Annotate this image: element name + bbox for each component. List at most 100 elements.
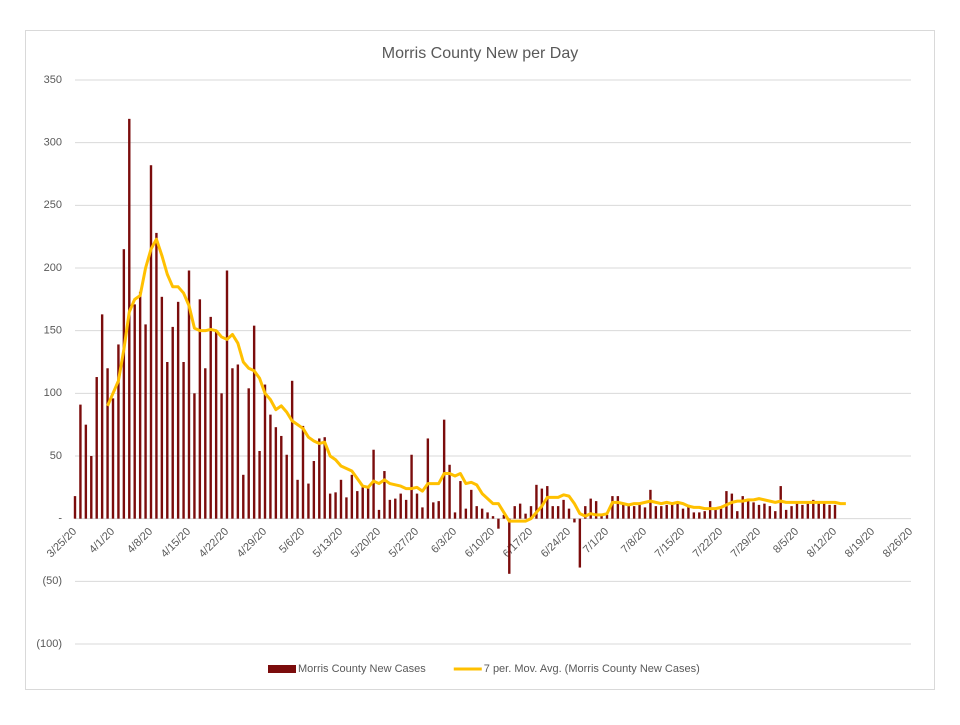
bar xyxy=(117,344,120,519)
y-tick-label: 200 xyxy=(44,262,62,274)
bar xyxy=(518,503,522,519)
bar xyxy=(763,503,766,519)
bar xyxy=(176,301,180,519)
bar xyxy=(774,511,777,519)
y-tick-label: 50 xyxy=(50,450,62,462)
bar xyxy=(524,513,527,519)
bar xyxy=(660,506,663,519)
bar xyxy=(263,384,267,519)
bar xyxy=(171,326,174,519)
bar xyxy=(649,489,652,519)
bar xyxy=(470,489,473,519)
bar xyxy=(453,512,457,519)
bar xyxy=(622,503,625,519)
bar xyxy=(166,362,169,519)
bar xyxy=(551,506,554,519)
bar xyxy=(654,506,658,519)
bar xyxy=(432,502,435,519)
bar xyxy=(529,506,533,519)
bar xyxy=(681,508,685,519)
bar xyxy=(361,487,364,519)
bar xyxy=(160,296,164,519)
bar xyxy=(605,514,609,519)
bar xyxy=(638,503,641,519)
bar xyxy=(312,461,316,519)
bar xyxy=(643,507,647,519)
bar xyxy=(687,504,690,519)
y-tick-label: 150 xyxy=(44,325,62,337)
bar xyxy=(812,499,815,519)
bar xyxy=(269,414,272,519)
bar xyxy=(111,398,115,519)
bar xyxy=(768,506,772,519)
bar xyxy=(79,404,82,519)
bar xyxy=(318,438,321,519)
bar xyxy=(578,518,582,568)
bar xyxy=(508,518,511,574)
bar xyxy=(491,516,495,519)
bar xyxy=(714,509,717,519)
bar xyxy=(356,491,359,519)
bar xyxy=(122,249,126,519)
bar xyxy=(187,270,191,519)
bar xyxy=(464,508,468,519)
bar xyxy=(204,368,207,519)
bar xyxy=(220,393,223,519)
bar xyxy=(502,514,506,519)
bar xyxy=(290,380,294,519)
bar xyxy=(741,496,744,519)
bar xyxy=(350,474,354,519)
bar xyxy=(497,518,500,529)
bar xyxy=(366,487,370,519)
bar xyxy=(296,479,299,519)
bar xyxy=(301,425,305,519)
bar xyxy=(589,498,592,519)
bar xyxy=(149,165,153,519)
bar xyxy=(584,506,587,519)
bar xyxy=(323,437,326,519)
legend-label: Morris County New Cases xyxy=(298,663,426,675)
y-tick-label: (100) xyxy=(36,638,62,650)
bar xyxy=(421,507,424,519)
bar xyxy=(806,503,810,519)
bar xyxy=(339,479,343,519)
bar xyxy=(632,506,636,519)
bar xyxy=(328,493,332,519)
bar xyxy=(437,501,440,519)
bar xyxy=(828,504,831,519)
bar xyxy=(746,499,750,519)
bar xyxy=(214,330,218,519)
bar xyxy=(377,509,381,519)
bar xyxy=(513,506,516,519)
bar xyxy=(372,449,375,519)
bar xyxy=(790,506,793,519)
bar xyxy=(100,314,104,519)
bar xyxy=(236,364,240,519)
bar xyxy=(247,388,250,519)
bar xyxy=(719,508,723,519)
y-tick-label: 350 xyxy=(44,74,62,86)
bar xyxy=(307,483,310,519)
bar xyxy=(106,368,109,519)
bar xyxy=(95,377,98,519)
bar xyxy=(274,427,278,519)
bar xyxy=(822,503,826,519)
bar xyxy=(285,454,288,519)
bar xyxy=(535,484,538,519)
bar xyxy=(252,325,256,519)
bar xyxy=(133,304,136,519)
bar xyxy=(84,424,88,519)
bar xyxy=(698,512,701,519)
bar xyxy=(73,496,77,519)
bar xyxy=(567,508,571,519)
bar xyxy=(138,291,142,519)
bar xyxy=(752,502,755,519)
bar xyxy=(611,496,614,519)
bar xyxy=(817,502,820,519)
chart-title: Morris County New per Day xyxy=(382,45,579,62)
bar xyxy=(90,456,93,519)
bar xyxy=(676,502,679,519)
bar xyxy=(182,362,185,519)
bar xyxy=(242,474,245,519)
